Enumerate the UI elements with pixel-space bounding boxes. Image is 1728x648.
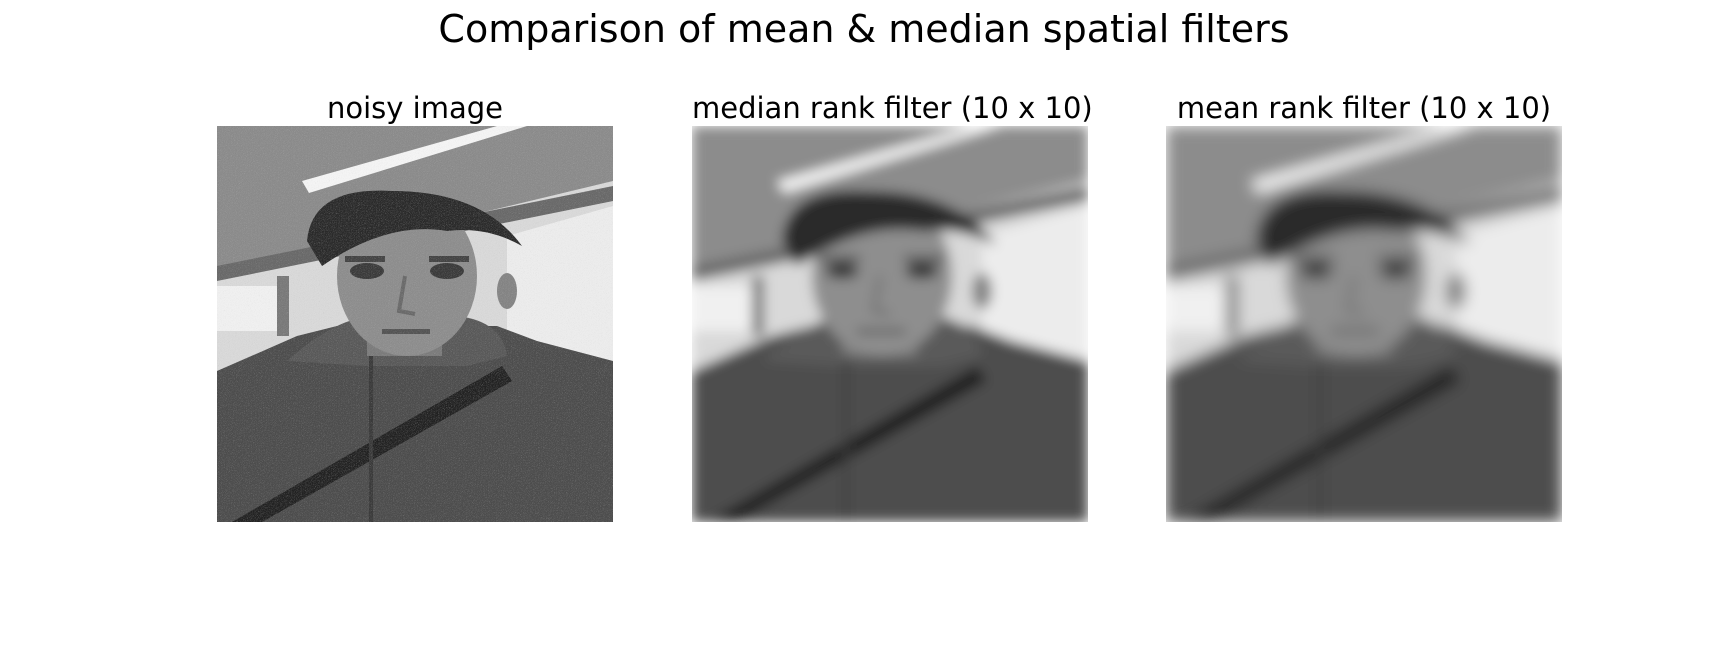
panel-median: median rank filter (10 x 10) [692,90,1093,522]
panel-noisy: noisy image [217,90,613,522]
panel-title: median rank filter (10 x 10) [692,91,1093,125]
panel-title: noisy image [327,91,503,125]
panel-title: mean rank filter (10 x 10) [1176,91,1552,125]
median-filtered-image [692,126,1088,522]
noisy-image [217,126,613,522]
figure-title: Comparison of mean & median spatial filt… [438,7,1290,51]
panel-mean: mean rank filter (10 x 10) [1166,90,1562,522]
mean-filtered-image [1166,126,1562,522]
